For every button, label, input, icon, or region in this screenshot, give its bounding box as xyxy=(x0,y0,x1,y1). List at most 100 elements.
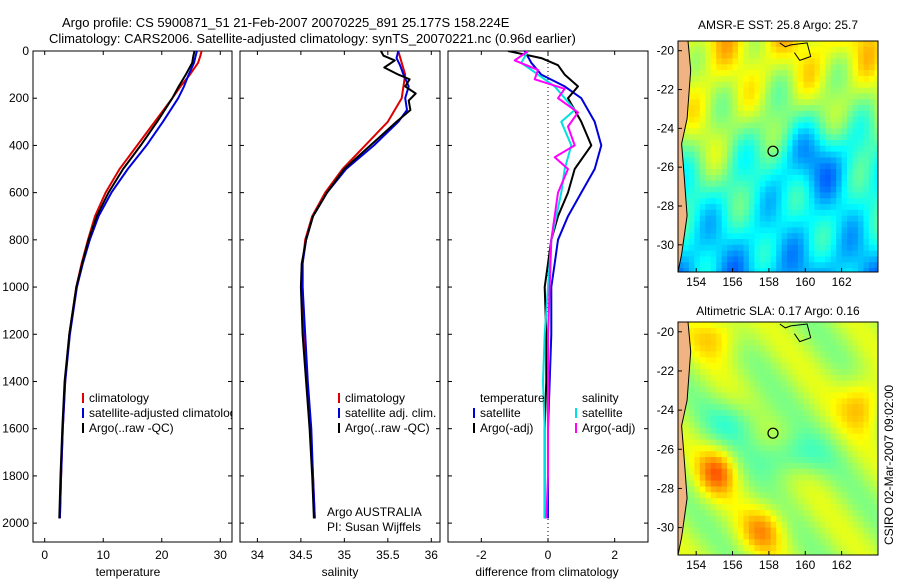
map-cell xyxy=(705,327,712,335)
map-cell xyxy=(759,486,766,493)
map-cell xyxy=(721,533,728,540)
map-cell xyxy=(874,134,878,141)
map-cell xyxy=(732,404,739,411)
map-cell xyxy=(748,215,755,223)
map-cell xyxy=(819,374,826,382)
map-cell xyxy=(732,492,739,499)
map-cell xyxy=(727,392,734,399)
map-cell xyxy=(874,333,878,341)
map-cell xyxy=(732,140,739,147)
map-cell xyxy=(798,128,805,135)
map-cell xyxy=(836,439,843,446)
map-cell xyxy=(787,274,793,280)
map-cell xyxy=(710,474,717,482)
map-cell xyxy=(754,250,761,257)
map-cell xyxy=(798,404,805,411)
map-cell xyxy=(748,122,755,129)
map-cell xyxy=(868,357,875,364)
map-cell xyxy=(830,339,837,347)
map-cell xyxy=(781,221,788,228)
map-cell xyxy=(792,46,799,54)
map-cell xyxy=(841,351,848,358)
map-cell xyxy=(841,439,848,446)
map-cell xyxy=(754,268,761,272)
map-cell xyxy=(710,451,717,458)
map-cell xyxy=(759,351,766,358)
map-cell xyxy=(858,46,865,54)
map-cell xyxy=(868,380,875,388)
map-cell xyxy=(759,492,766,499)
map-cell xyxy=(847,174,854,182)
map-cell xyxy=(754,474,761,482)
map-cell xyxy=(858,327,865,335)
map-cell xyxy=(743,486,750,493)
map-cell xyxy=(819,474,826,482)
map-cell xyxy=(732,380,739,388)
map-cell xyxy=(705,363,712,370)
map-cell xyxy=(808,110,815,118)
map-cell xyxy=(683,174,690,182)
map-cell xyxy=(787,244,794,252)
map-cell xyxy=(863,174,870,182)
map-cell xyxy=(863,169,870,176)
map-cell xyxy=(721,192,728,199)
map-cell xyxy=(748,75,755,83)
map-cell xyxy=(748,404,755,411)
map-cell xyxy=(754,521,761,529)
map-cell xyxy=(830,386,837,394)
map-cell xyxy=(727,398,734,405)
map-cell xyxy=(814,151,821,158)
map-cell xyxy=(721,410,728,417)
map-cell xyxy=(814,110,821,118)
map-cell xyxy=(699,163,706,170)
map-cell xyxy=(841,128,848,135)
map-cell xyxy=(798,521,805,529)
map-cell xyxy=(808,52,815,59)
map-cell xyxy=(863,410,870,417)
map-cell xyxy=(759,363,766,370)
map-cell xyxy=(765,81,772,89)
map-cell xyxy=(732,180,739,188)
map-cell xyxy=(808,157,815,164)
map-cell xyxy=(705,81,712,89)
map-cell xyxy=(754,445,761,452)
map-cell xyxy=(858,274,864,280)
map-cell xyxy=(847,322,854,329)
map-cell xyxy=(874,157,878,164)
map-cell xyxy=(688,421,695,429)
map-cell xyxy=(852,186,859,193)
map-cell xyxy=(830,268,837,272)
map-cell xyxy=(808,262,815,269)
map-cell xyxy=(694,221,701,228)
map-cell xyxy=(759,128,766,135)
map-cell xyxy=(688,87,695,94)
map-cell xyxy=(716,70,723,77)
map-cell xyxy=(808,339,815,347)
map-cell xyxy=(814,363,821,370)
map-cell xyxy=(814,116,821,124)
map-cell xyxy=(880,169,886,175)
map-cell xyxy=(798,198,805,205)
map-cell xyxy=(787,427,794,435)
map-cell xyxy=(688,398,695,405)
map-cell xyxy=(792,110,799,118)
map-cell xyxy=(841,445,848,452)
map-cell xyxy=(716,551,723,555)
map-cell xyxy=(819,492,826,499)
map-cell xyxy=(721,374,728,382)
map-cell xyxy=(847,333,854,341)
map-cell xyxy=(683,451,690,458)
map-cell xyxy=(694,551,701,555)
map-cell xyxy=(781,427,788,435)
map-cell xyxy=(738,392,745,399)
map-cell xyxy=(852,351,859,358)
map-cell xyxy=(858,439,865,446)
map-cell xyxy=(743,169,750,176)
map-cell xyxy=(787,70,794,77)
map-cell xyxy=(727,180,734,188)
map-cell xyxy=(808,204,815,211)
map-cell xyxy=(847,392,854,399)
map-cell xyxy=(874,386,878,394)
map-cell xyxy=(841,533,848,540)
map-cell xyxy=(710,539,717,546)
